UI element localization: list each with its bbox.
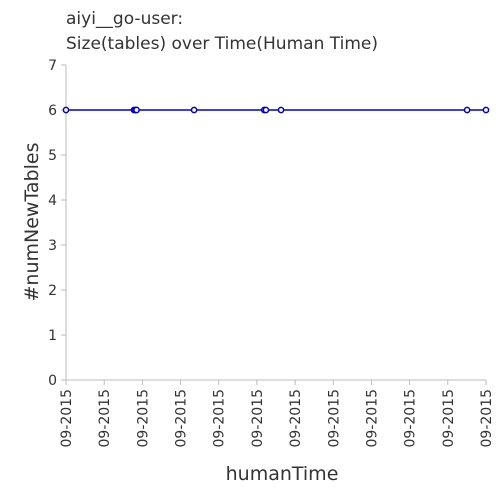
y-tick-label: 4 <box>48 193 57 209</box>
y-tick-label: 2 <box>48 283 57 299</box>
y-axis-label: #numNewTables <box>21 143 43 302</box>
data-point <box>262 106 270 114</box>
y-tick-label: 7 <box>48 58 57 74</box>
series-group <box>62 106 490 114</box>
chart-title-line-2: Size(tables) over Time(Human Time) <box>66 34 378 54</box>
x-tick-label: 09-2015 <box>403 389 419 448</box>
data-point <box>463 106 471 114</box>
y-tick-label: 1 <box>48 328 57 344</box>
x-tick-label: 09-2015 <box>479 389 495 448</box>
y-axis: 0 1 2 3 4 5 6 7 <box>48 58 67 389</box>
y-tick-label: 6 <box>48 103 57 119</box>
data-point <box>190 106 198 114</box>
data-point <box>277 106 285 114</box>
x-tick-label: 09-2015 <box>212 389 228 448</box>
data-point <box>133 106 140 114</box>
chart-title-line-1: aiyi__go-user: <box>66 9 183 29</box>
x-tick-label: 09-2015 <box>135 389 151 448</box>
x-tick-label: 09-2015 <box>97 389 113 448</box>
data-point <box>62 106 70 114</box>
y-tick-label: 5 <box>48 148 57 164</box>
x-axis-label: humanTime <box>226 463 339 485</box>
x-tick-label: 09-2015 <box>174 389 190 448</box>
x-axis: 09-2015 09-2015 09-2015 09-2015 09-2015 09-20… <box>59 379 495 448</box>
x-tick-label: 09-2015 <box>59 389 75 448</box>
y-tick-label: 0 <box>48 373 57 389</box>
x-tick-label: 09-2015 <box>441 389 457 448</box>
x-tick-label: 09-2015 <box>364 389 380 448</box>
data-point <box>482 106 490 114</box>
x-tick-label: 09-2015 <box>250 389 266 448</box>
y-tick-label: 3 <box>48 238 57 254</box>
x-tick-label: 09-2015 <box>326 389 342 448</box>
x-tick-label: 09-2015 <box>288 389 304 448</box>
